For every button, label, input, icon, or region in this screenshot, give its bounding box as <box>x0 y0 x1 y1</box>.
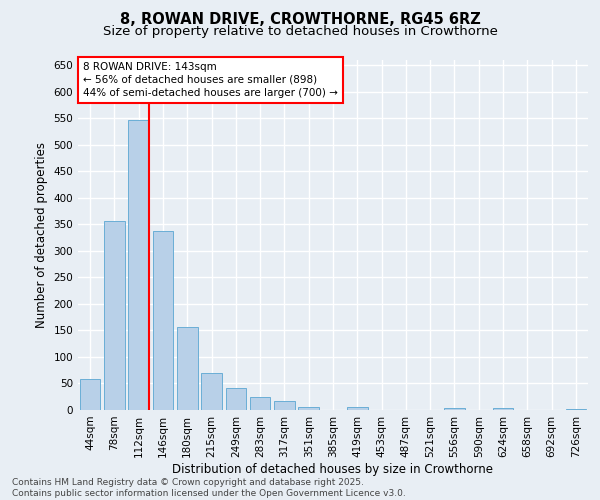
Bar <box>177 326 197 410</box>
Bar <box>250 396 271 410</box>
Y-axis label: Number of detached properties: Number of detached properties <box>35 142 48 328</box>
Bar <box>226 388 246 410</box>
Bar <box>274 401 295 410</box>
Bar <box>80 379 100 410</box>
Bar <box>493 408 514 410</box>
Bar <box>566 409 586 410</box>
Text: Contains HM Land Registry data © Crown copyright and database right 2025.
Contai: Contains HM Land Registry data © Crown c… <box>12 478 406 498</box>
Bar <box>444 408 465 410</box>
Text: 8, ROWAN DRIVE, CROWTHORNE, RG45 6RZ: 8, ROWAN DRIVE, CROWTHORNE, RG45 6RZ <box>119 12 481 26</box>
X-axis label: Distribution of detached houses by size in Crowthorne: Distribution of detached houses by size … <box>173 462 493 475</box>
Bar <box>128 120 149 410</box>
Bar <box>152 232 173 410</box>
Bar <box>104 221 125 410</box>
Bar <box>201 373 222 410</box>
Bar <box>298 407 319 410</box>
Text: 8 ROWAN DRIVE: 143sqm
← 56% of detached houses are smaller (898)
44% of semi-det: 8 ROWAN DRIVE: 143sqm ← 56% of detached … <box>83 62 338 98</box>
Bar <box>347 407 368 410</box>
Text: Size of property relative to detached houses in Crowthorne: Size of property relative to detached ho… <box>103 25 497 38</box>
